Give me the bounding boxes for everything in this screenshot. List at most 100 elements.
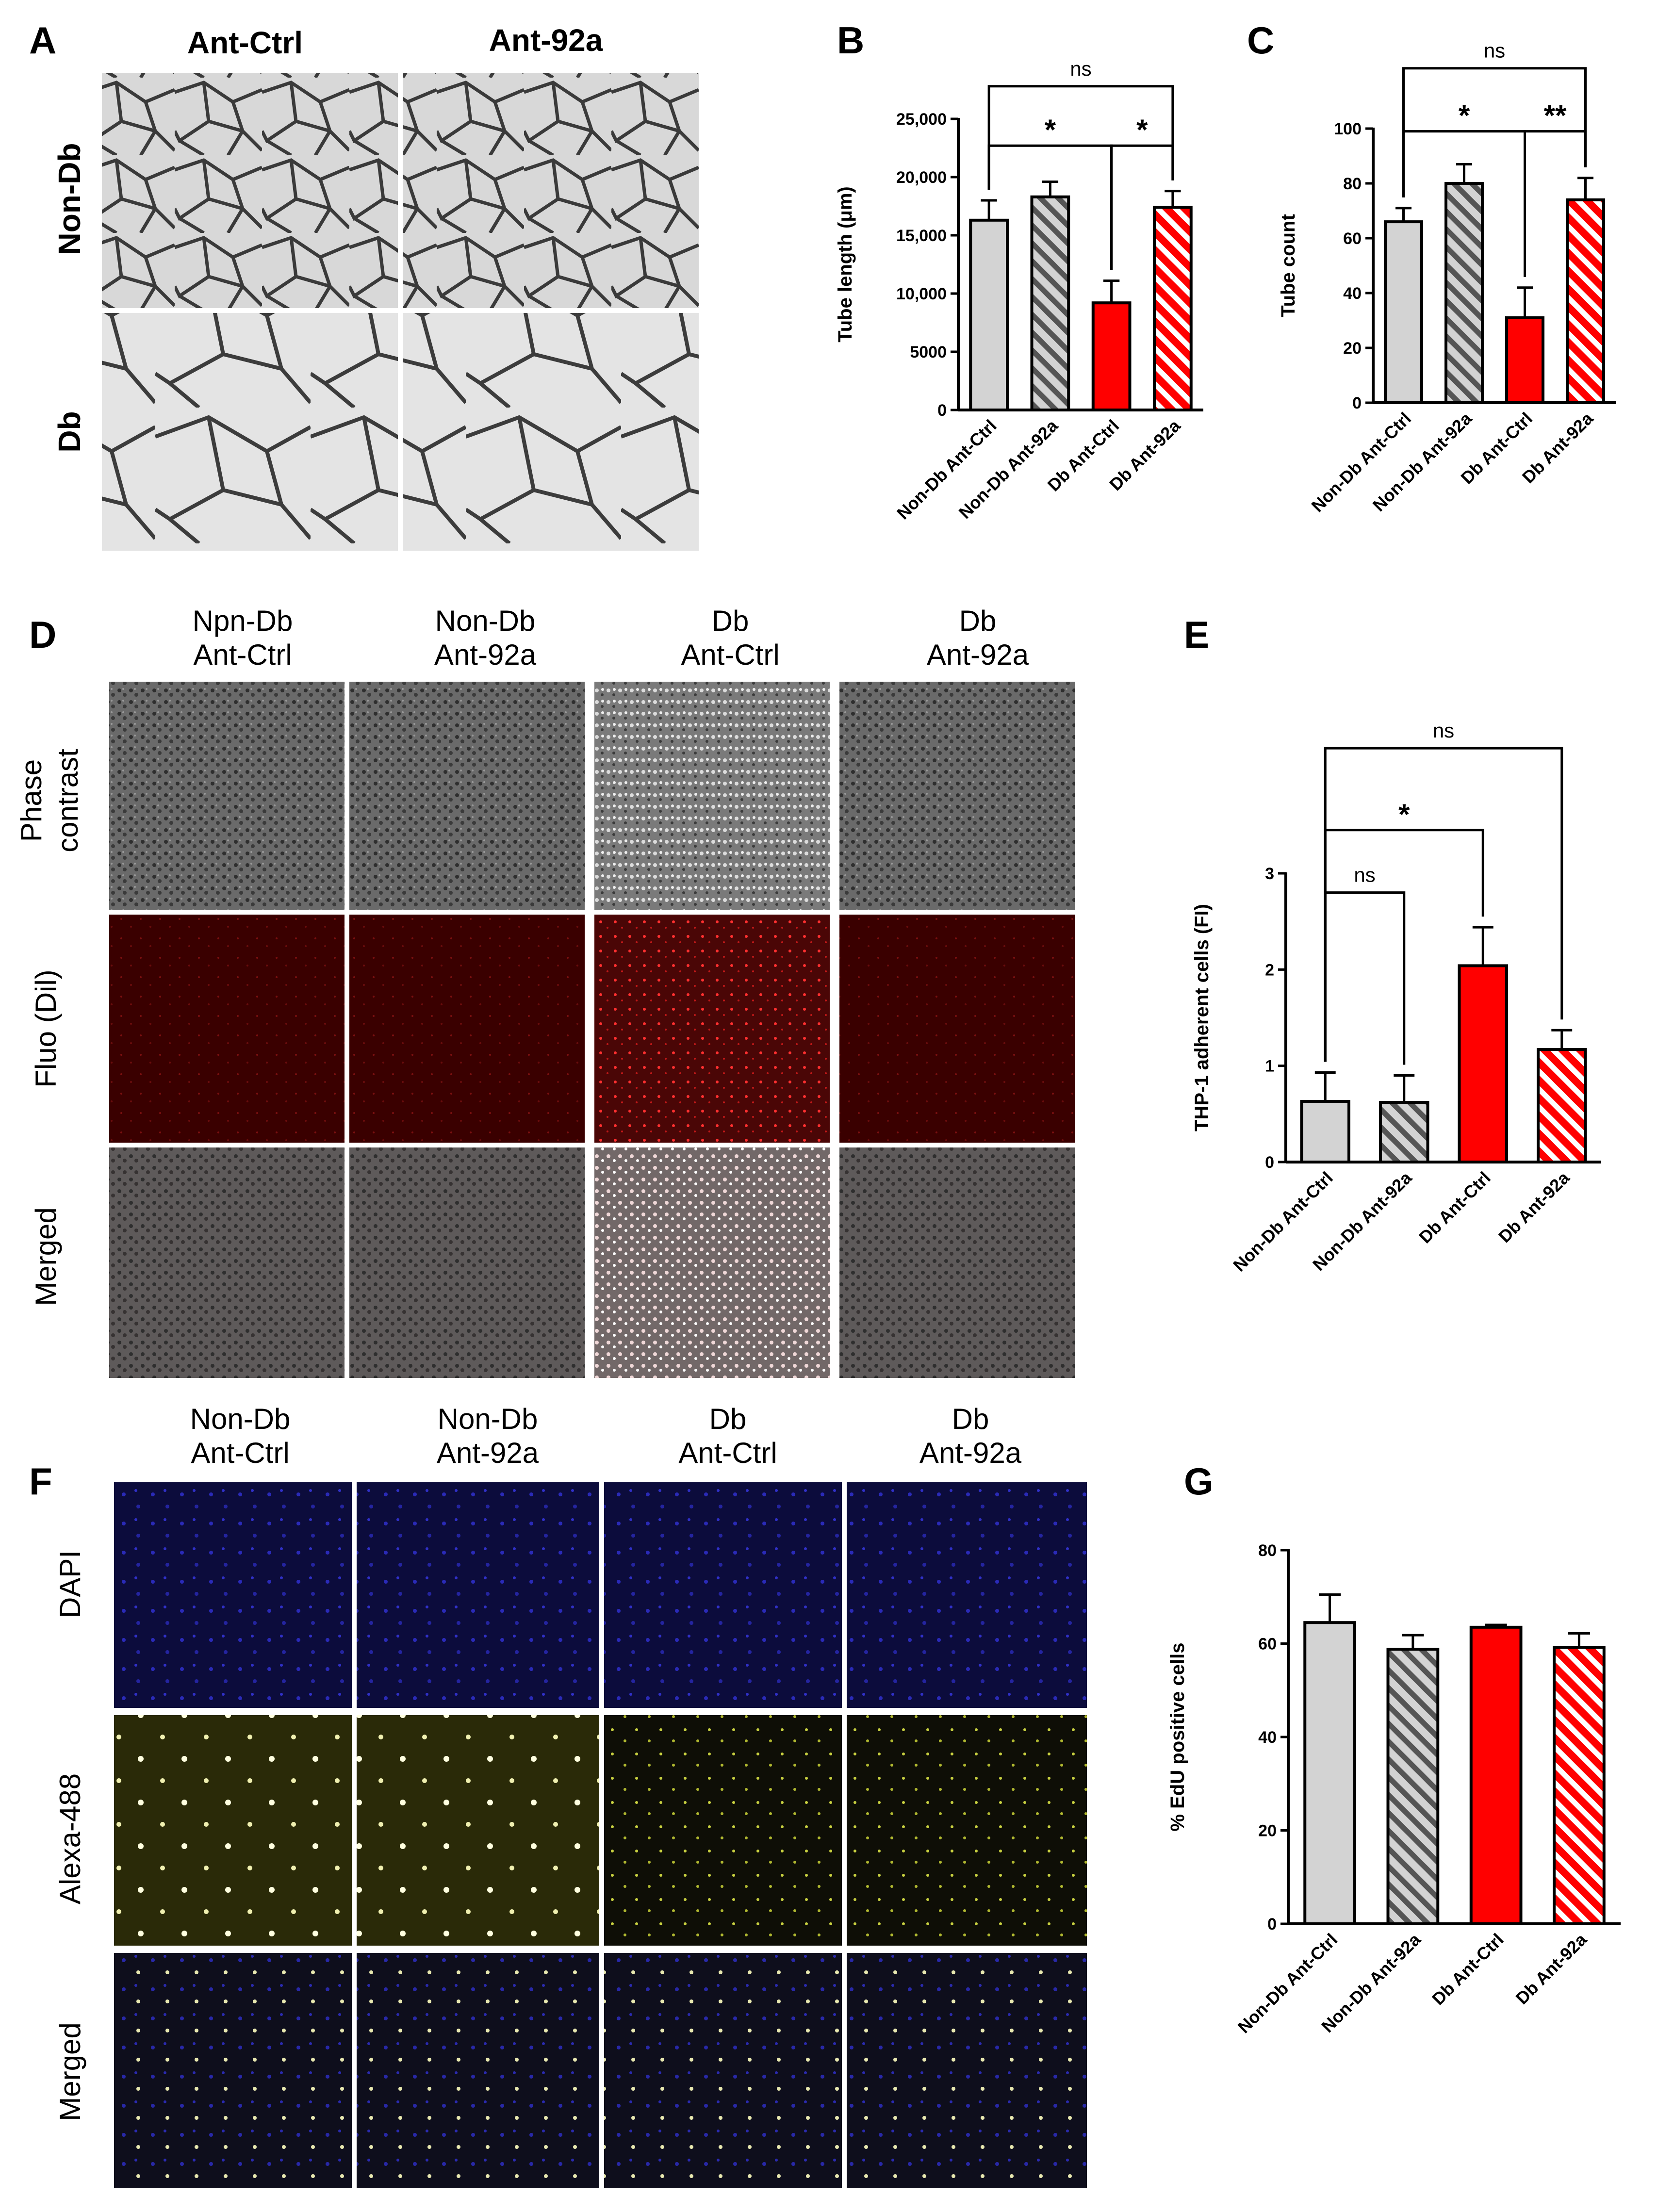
panel-d-col-header-1-line-2: Ant-Ctrl	[193, 639, 292, 671]
panel-f-col-header-1-line-1: Non-Db	[190, 1403, 291, 1435]
chart-c-bar-1	[1384, 220, 1423, 404]
chart-c-bar-4	[1566, 198, 1605, 404]
chart-e-bar-1	[1300, 1100, 1350, 1164]
chart-c-bracket-label-3: **	[1544, 99, 1567, 132]
chart-c-bracket-label-2: *	[1459, 99, 1470, 132]
micrograph-f-dapi-1	[114, 1482, 352, 1708]
panel-d-col-header-4-line-1: Db	[959, 605, 997, 637]
chart-b-bracket-label-2: *	[1045, 114, 1056, 146]
chart-b-y-tick-label: 10,000	[896, 285, 947, 303]
panel-a-col-header-ant-ctrl: Ant-Ctrl	[187, 25, 303, 60]
micrograph-d-merged-3	[594, 1147, 830, 1378]
panel-f-row-label-alexa: Alexa-488	[54, 1773, 86, 1904]
chart-e-bracket-label-2: *	[1398, 798, 1410, 831]
chart-e-bracket-label-1: ns	[1433, 719, 1454, 742]
chart-b-bracket-3	[1110, 144, 1174, 270]
chart-c-y-tick-label: 40	[1343, 284, 1362, 303]
chart-g-category-label-4: Db Ant-92a	[1512, 1929, 1591, 2008]
panel-letter-d: D	[29, 613, 56, 656]
panel-letter-c: C	[1247, 19, 1274, 62]
panel-d-col-header-4-line-2: Ant-92a	[927, 639, 1029, 671]
chart-e-y-tick-label: 1	[1265, 1057, 1274, 1076]
chart-b-bracket-1	[987, 85, 1174, 190]
micrograph-d-merged-4	[839, 1147, 1075, 1378]
panel-f: F Non-Db Ant-Ctrl Non-Db Ant-92a Db Ant-…	[29, 1403, 1087, 2188]
chart-b-bar-2	[1030, 195, 1070, 411]
chart-e-category-label-4: Db Ant-92a	[1494, 1167, 1574, 1246]
micrograph-f-dapi-3	[604, 1482, 842, 1708]
panel-f-row-label-dapi: DAPI	[54, 1550, 86, 1618]
chart-g-y-tick-label: 0	[1267, 1915, 1277, 1933]
panel-f-col-header-3-line-2: Ant-Ctrl	[678, 1437, 777, 1469]
chart-c-bar-3	[1505, 316, 1544, 404]
chart-g-y-tick-label: 40	[1258, 1728, 1277, 1747]
chart-c-bracket-1	[1402, 67, 1587, 197]
micrograph-f-alexa-3	[604, 1715, 842, 1946]
chart-e-y-tick-label: 0	[1265, 1153, 1274, 1172]
micrograph-f-merged-4	[847, 1953, 1087, 2188]
chart-c-y-tick-label: 20	[1343, 339, 1362, 358]
chart-e-bracket-1	[1324, 747, 1563, 1062]
chart-e-bracket-label-3: ns	[1354, 864, 1375, 886]
chart-g-y-tick-label: 20	[1258, 1822, 1277, 1840]
chart-b-y-tick-label: 5000	[910, 343, 947, 361]
micrograph-f-merged-1	[114, 1953, 352, 2188]
panel-letter-b: B	[837, 19, 864, 62]
chart-b-bar-4	[1153, 206, 1193, 411]
chart-b-bracket-label-3: *	[1136, 114, 1148, 146]
panel-a-row-label-db: Db	[52, 411, 87, 452]
chart-b-bar-1	[969, 218, 1009, 411]
chart-b: B 0 5000 10,000 15,000 20,000 25,000 Tube lengt…	[835, 19, 1203, 523]
chart-g-y-axis-title: % EdU positive cells	[1167, 1642, 1188, 1831]
panel-d-row-label-fluo: Fluo (Dil)	[30, 969, 62, 1087]
panel-a-row-label-non-db: Non-Db	[52, 143, 87, 255]
chart-c-y-axis-title: Tube count	[1278, 214, 1299, 317]
panel-d-col-header-3-line-1: Db	[712, 605, 749, 637]
chart-e-y-tick-label: 2	[1265, 961, 1274, 979]
chart-c-y-tick-label: 100	[1334, 120, 1362, 138]
panel-f-col-header-2-line-1: Non-Db	[438, 1403, 538, 1435]
chart-c-category-label-1: Non-Db Ant-Ctrl	[1307, 409, 1415, 516]
chart-e-y-tick-label: 3	[1265, 865, 1274, 883]
micrograph-f-alexa-2	[357, 1715, 599, 1946]
micrograph-a-nondb-antctrl	[102, 73, 398, 308]
panel-f-row-label-merged: Merged	[54, 2022, 86, 2121]
chart-b-y-tick-label: 20,000	[896, 168, 947, 187]
chart-b-bar-3	[1091, 301, 1132, 412]
panel-d: D Npn-Db Ant-Ctrl Non-Db Ant-92a Db Ant-…	[15, 605, 1075, 1378]
panel-letter-f: F	[29, 1460, 52, 1503]
chart-e-y-axis-title: THP-1 adherent cells (FI)	[1191, 904, 1213, 1131]
micrograph-d-fluo-3	[594, 915, 830, 1143]
panel-f-col-header-4-line-1: Db	[952, 1403, 989, 1435]
chart-e-category-label-3: Db Ant-Ctrl	[1415, 1168, 1494, 1247]
micrograph-f-dapi-4	[847, 1482, 1087, 1708]
micrograph-a-db-ant92a	[403, 313, 699, 551]
micrograph-d-fluo-2	[349, 915, 585, 1143]
panel-d-col-header-2-line-1: Non-Db	[435, 605, 536, 637]
panel-d-col-header-3-line-2: Ant-Ctrl	[681, 639, 779, 671]
chart-b-y-tick-label: 15,000	[896, 227, 947, 245]
chart-g-bar-3	[1469, 1625, 1523, 1925]
chart-c-bar-2	[1444, 182, 1484, 404]
micrograph-d-phase-3	[594, 682, 830, 910]
micrograph-f-merged-2	[357, 1953, 599, 2188]
chart-c-y-tick-label: 60	[1343, 229, 1362, 248]
panel-letter-a: A	[29, 19, 56, 62]
panel-letter-g: G	[1184, 1460, 1214, 1503]
chart-g-y-tick-label: 60	[1258, 1635, 1277, 1654]
chart-g-bar-2	[1386, 1648, 1440, 1926]
micrograph-d-merged-2	[349, 1147, 585, 1378]
micrograph-d-phase-1	[109, 682, 345, 910]
chart-e-bar-2	[1379, 1101, 1429, 1164]
chart-c-y-tick-label: 80	[1343, 175, 1362, 193]
chart-c-bracket-3	[1524, 130, 1587, 277]
panel-f-col-header-3-line-1: Db	[709, 1403, 747, 1435]
panel-d-row-label-phase-line-1: Phase	[15, 759, 48, 842]
chart-e-bar-3	[1458, 964, 1508, 1164]
panel-letter-e: E	[1184, 613, 1209, 656]
panel-f-col-header-4-line-2: Ant-92a	[919, 1437, 1022, 1469]
